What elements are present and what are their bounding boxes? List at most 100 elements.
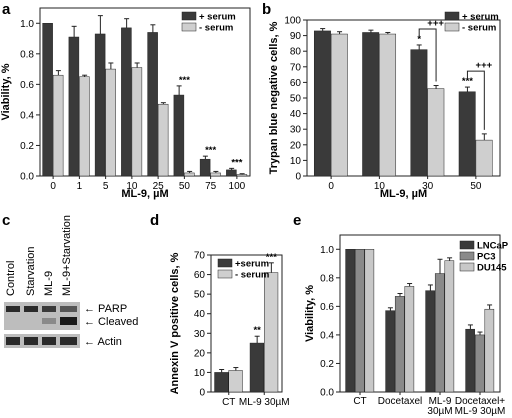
y-tick-label: 1.0 xyxy=(320,245,334,256)
y-tick-label: 40 xyxy=(290,109,302,120)
blot-band-label-actin: ← Actin xyxy=(84,336,122,348)
bar xyxy=(362,32,380,177)
x-tick-label: 100 xyxy=(229,181,246,192)
bar xyxy=(249,342,265,393)
panel-label-a: a xyxy=(2,1,11,18)
y-axis-label: Annexin V positive cells, % xyxy=(169,252,181,394)
blot-band xyxy=(42,337,56,345)
blot-band-label-cleaved: ← Cleaved xyxy=(84,316,138,328)
blot-band xyxy=(60,306,77,312)
significance-mark: *** xyxy=(231,157,242,168)
y-tick-label: 100 xyxy=(284,16,301,27)
legend-swatch xyxy=(444,11,460,21)
y-tick-label: 0.6 xyxy=(20,80,34,91)
bar xyxy=(313,30,331,177)
y-tick-label: 0.2 xyxy=(320,359,334,370)
bar xyxy=(228,370,243,393)
y-axis-label: Trypan blue negative cells, % xyxy=(268,21,280,174)
panel-label-c: c xyxy=(2,212,10,229)
blot-band xyxy=(60,317,77,325)
y-tick-label: 40 xyxy=(194,309,206,320)
bar xyxy=(199,158,211,177)
blot-band xyxy=(60,337,77,345)
plot-frame xyxy=(210,254,283,393)
y-tick-label: 0.4 xyxy=(20,110,34,121)
bar xyxy=(214,372,229,393)
western-blot-panel: Control Starvation ML-9 ML-9+Starvation … xyxy=(4,215,138,348)
x-tick-label: Docetaxel+ xyxy=(455,396,505,407)
bar xyxy=(157,103,169,177)
significance-mark: ** xyxy=(253,325,261,336)
x-tick-label: 25 xyxy=(153,181,165,192)
legend-swatch xyxy=(459,251,475,261)
blot-band xyxy=(42,318,56,324)
y-axis-label: Viability, % xyxy=(304,285,316,342)
significance-bracket xyxy=(466,70,485,130)
legend-label: - serum xyxy=(462,23,496,34)
y-axis-label: Viability, % xyxy=(0,63,12,120)
y-tick-label: 0.6 xyxy=(320,302,334,313)
y-tick-label: 0.4 xyxy=(320,330,334,341)
bar xyxy=(42,23,53,177)
bar xyxy=(147,32,158,177)
bar xyxy=(236,174,248,177)
x-tick-label: ML-9 30µM xyxy=(239,397,290,408)
bar xyxy=(330,33,348,177)
x-axis-label: ML-9, µM xyxy=(380,188,427,200)
blot-band xyxy=(24,337,38,345)
legend-swatch xyxy=(444,22,460,32)
bar xyxy=(52,74,64,177)
significance-mark: *** xyxy=(205,145,216,156)
y-tick-label: 20 xyxy=(290,140,302,151)
y-tick-label: 60 xyxy=(290,78,302,89)
y-tick-label: 50 xyxy=(290,94,302,105)
chart-d: 0 10 20 30 40 50 60 70 CT ML-9 30µM Annexin V posi… xyxy=(169,251,290,409)
y-tick-label: 10 xyxy=(290,156,302,167)
x-tick-label: 50 xyxy=(179,181,191,192)
bar xyxy=(434,273,445,393)
legend-label: PC3 xyxy=(477,252,495,263)
blot-band xyxy=(6,337,20,345)
y-tick-label: 60 xyxy=(194,270,206,281)
bar xyxy=(410,49,428,177)
panel-label-e: e xyxy=(293,212,301,229)
bar xyxy=(385,310,395,393)
bar xyxy=(404,286,415,393)
x-tick-label: 30 xyxy=(422,181,434,192)
significance-mark: *** xyxy=(266,252,277,263)
y-tick-label: 30 xyxy=(290,125,302,136)
bar xyxy=(226,169,237,177)
x-tick-label: 0 xyxy=(50,181,56,192)
x-tick-label: 10 xyxy=(126,181,138,192)
bar xyxy=(425,290,435,393)
bar xyxy=(444,260,455,393)
x-tick-label: 30µM xyxy=(427,406,452,417)
bar xyxy=(474,334,485,393)
y-tick-label: 90 xyxy=(290,31,302,42)
y-tick-label: 0.8 xyxy=(320,273,334,284)
legend-swatch xyxy=(217,269,233,279)
x-tick-label: 75 xyxy=(205,181,217,192)
bar xyxy=(173,94,185,177)
bar xyxy=(484,308,495,393)
bar xyxy=(184,172,195,177)
blot-band xyxy=(6,306,20,312)
y-tick-label: 30 xyxy=(194,329,206,340)
bar xyxy=(94,33,106,177)
bar xyxy=(210,172,221,177)
y-tick-label: 80 xyxy=(290,47,302,58)
y-tick-label: 0.0 xyxy=(320,388,334,399)
x-tick-label: 0 xyxy=(328,181,334,192)
blot-lane-label: Control xyxy=(5,261,17,296)
x-tick-label: ML-9 30µM xyxy=(455,406,506,417)
bar xyxy=(364,249,375,393)
y-tick-label: 0 xyxy=(295,172,301,183)
x-tick-label: 50 xyxy=(470,181,482,192)
x-axis-label: ML-9, µM xyxy=(121,188,168,200)
legend-label: - serum xyxy=(235,270,269,281)
y-tick-label: 0 xyxy=(199,388,205,399)
x-tick-label: CT xyxy=(353,396,366,407)
bar xyxy=(427,88,445,177)
blot-lane-label: Starvation xyxy=(25,246,37,296)
